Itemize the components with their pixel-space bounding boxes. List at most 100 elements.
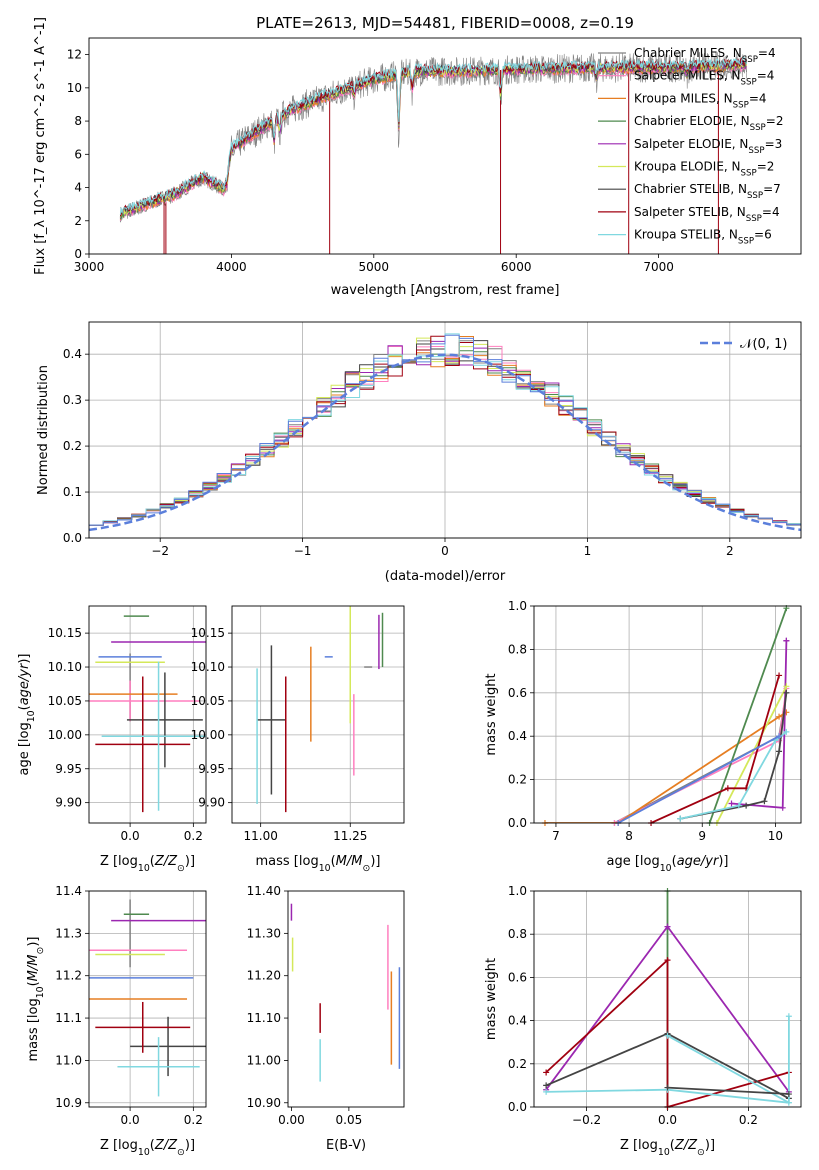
legend-label: Chabrier MILES, NSSP=4 bbox=[634, 46, 776, 65]
legend-label: Salpeter MILES, NSSP=4 bbox=[634, 69, 774, 88]
y-tick-label: 0.2 bbox=[63, 439, 82, 453]
mass_vs_Z-axes: 0.0 0.2 10.9 11.0 11.1 11.2 11.3 11.4 bbox=[55, 884, 206, 1127]
residuals-ylabel: Normed distribution bbox=[36, 365, 51, 495]
spectrum-ylabel: Flux [f_λ 10^-17 erg cm^-2 s^-1 A^-1] bbox=[33, 17, 48, 275]
mass_vs_Z-frame bbox=[88, 890, 207, 1108]
residuals-frame bbox=[88, 321, 802, 539]
y-tick-label: 0.3 bbox=[63, 393, 82, 407]
residuals-axes: −2 −1 0 1 2 0.0 0.1 0.2 0.3 0.4 bbox=[63, 322, 801, 558]
marker-kroupa_elodie bbox=[783, 683, 790, 690]
y-tick-label: 4 bbox=[74, 181, 82, 195]
spectrum-frame bbox=[88, 37, 802, 255]
figure-title: PLATE=2613, MJD=54481, FIBERID=0008, z=0… bbox=[256, 14, 634, 32]
y-tick-label: 9.90 bbox=[55, 796, 82, 810]
normal-curve bbox=[89, 353, 801, 532]
marker-salpeter_stelib bbox=[776, 672, 783, 679]
y-tick-label: 10.10 bbox=[48, 660, 82, 674]
line-chabrier_elodie bbox=[708, 607, 788, 823]
age_vs_mass-axes: 11.00 11.25 9.90 9.95 10.00 10.05 10.10 10.15 bbox=[191, 606, 404, 843]
spectrum-xlabel: wavelength [Angstrom, rest frame] bbox=[331, 283, 560, 298]
y-tick-label: 2 bbox=[74, 214, 82, 228]
x-tick-label: 0.00 bbox=[278, 1113, 305, 1127]
x-tick-label: 1 bbox=[584, 544, 592, 558]
mass_vs_ebv-xlabel: E(B-V) bbox=[326, 1138, 366, 1153]
age_vs_Z-frame bbox=[88, 605, 207, 824]
x-tick-label: 0 bbox=[441, 544, 449, 558]
spectrum-model-kroupa_stelib bbox=[119, 56, 748, 215]
line-blue bbox=[617, 735, 780, 823]
mass_weight_vs_age-frame bbox=[533, 605, 802, 824]
marker-chabrier_stelib bbox=[761, 798, 768, 805]
line-chabrier_miles bbox=[614, 692, 788, 823]
x-tick-label: 9 bbox=[698, 829, 706, 843]
y-tick-label: 0.1 bbox=[63, 485, 82, 499]
marker-chabrier_stelib bbox=[743, 802, 750, 809]
y-tick-label: 0.2 bbox=[508, 773, 527, 787]
mass_vs_ebv-axes: 0.00 0.05 10.90 11.00 11.10 11.20 11.30 11.40 bbox=[247, 884, 363, 1127]
marker-chabrier_stelib bbox=[776, 748, 783, 755]
y-tick-label: 11.1 bbox=[55, 1011, 82, 1025]
marker-kroupa_miles bbox=[776, 713, 783, 720]
y-tick-label: 8 bbox=[74, 114, 82, 128]
marker-kroupa_stelib bbox=[735, 802, 742, 809]
age_vs_Z-xlabel: Z [log10(Z/Z⊙)] bbox=[100, 854, 195, 874]
y-tick-label: 11.20 bbox=[247, 969, 281, 983]
y-tick-label: 0.0 bbox=[508, 1100, 527, 1114]
x-tick-label: 11.00 bbox=[243, 829, 277, 843]
y-tick-label: 9.95 bbox=[55, 762, 82, 776]
mass_vs_Z-ylabel: mass [log10(M/M⊙)] bbox=[26, 937, 46, 1062]
legend-label: Salpeter STELIB, NSSP=4 bbox=[634, 205, 780, 224]
age_vs_mass-frame bbox=[231, 605, 405, 824]
marker-blue bbox=[776, 733, 783, 740]
marker-chabrier_stelib bbox=[664, 1084, 671, 1091]
y-tick-label: 0.6 bbox=[508, 686, 527, 700]
spectrum-axes: 3000 4000 5000 6000 7000 0 2 4 6 8 10 12 bbox=[67, 48, 674, 274]
y-tick-label: 10.05 bbox=[191, 694, 225, 708]
marker-chabrier_stelib bbox=[783, 689, 790, 696]
line-kroupa_miles bbox=[545, 711, 787, 823]
y-tick-label: 10 bbox=[67, 81, 82, 95]
y-tick-label: 0.4 bbox=[508, 729, 527, 743]
marker-kroupa_stelib bbox=[677, 815, 684, 822]
x-tick-label: 7000 bbox=[643, 260, 674, 274]
mass_weight_vs_Z-xlabel: Z [log10(Z/Z⊙)] bbox=[620, 1138, 715, 1158]
x-tick-label: 11.25 bbox=[333, 829, 367, 843]
x-tick-label: 0.2 bbox=[184, 1113, 203, 1127]
age_vs_Z-axes: 0.0 0.2 9.90 9.95 10.00 10.05 10.10 10.15 bbox=[48, 606, 206, 843]
marker-salpeter_elodie bbox=[728, 800, 735, 807]
x-tick-label: 2 bbox=[726, 544, 734, 558]
y-tick-label: 6 bbox=[74, 147, 82, 161]
y-tick-label: 0.8 bbox=[508, 642, 527, 656]
x-tick-label: 10 bbox=[768, 829, 783, 843]
y-tick-label: 0.0 bbox=[63, 531, 82, 545]
plot-layer: 3000 4000 5000 6000 7000024681012wavelength … bbox=[17, 17, 802, 1158]
y-tick-label: 0.4 bbox=[63, 347, 82, 361]
age_vs_Z-ylabel: age [log10(age/yr)] bbox=[17, 653, 37, 775]
y-tick-label: 11.40 bbox=[247, 884, 281, 898]
marker-chabrier_stelib bbox=[785, 1091, 792, 1098]
marker-kroupa_stelib bbox=[783, 728, 790, 735]
y-tick-label: 11.30 bbox=[247, 926, 281, 940]
y-tick-label: 10.10 bbox=[191, 660, 225, 674]
y-tick-label: 11.00 bbox=[247, 1053, 281, 1067]
y-tick-label: 10.00 bbox=[191, 728, 225, 742]
age_vs_mass-xlabel: mass [log10(M/M⊙)] bbox=[256, 854, 381, 874]
legend-label: Salpeter ELODIE, NSSP=3 bbox=[634, 137, 782, 156]
y-tick-label: 0 bbox=[74, 247, 82, 261]
marker-kroupa_stelib bbox=[785, 1013, 792, 1020]
line-kroupa_elodie bbox=[716, 685, 788, 823]
y-tick-label: 9.90 bbox=[198, 796, 225, 810]
y-tick-label: 10.15 bbox=[191, 626, 225, 640]
marker-salpeter_stelib bbox=[664, 957, 671, 964]
x-tick-label: 0.2 bbox=[184, 829, 203, 843]
y-tick-label: 10.00 bbox=[48, 728, 82, 742]
marker-chabrier_stelib bbox=[543, 1082, 550, 1089]
x-tick-label: −1 bbox=[294, 544, 312, 558]
y-tick-label: 0.2 bbox=[508, 1057, 527, 1071]
legend-normal-label: 𝒩(0, 1) bbox=[740, 337, 787, 352]
x-tick-label: 0.2 bbox=[739, 1113, 758, 1127]
mass_vs_Z-xlabel: Z [log10(Z/Z⊙)] bbox=[100, 1138, 195, 1158]
x-tick-label: 0.0 bbox=[121, 1113, 140, 1127]
